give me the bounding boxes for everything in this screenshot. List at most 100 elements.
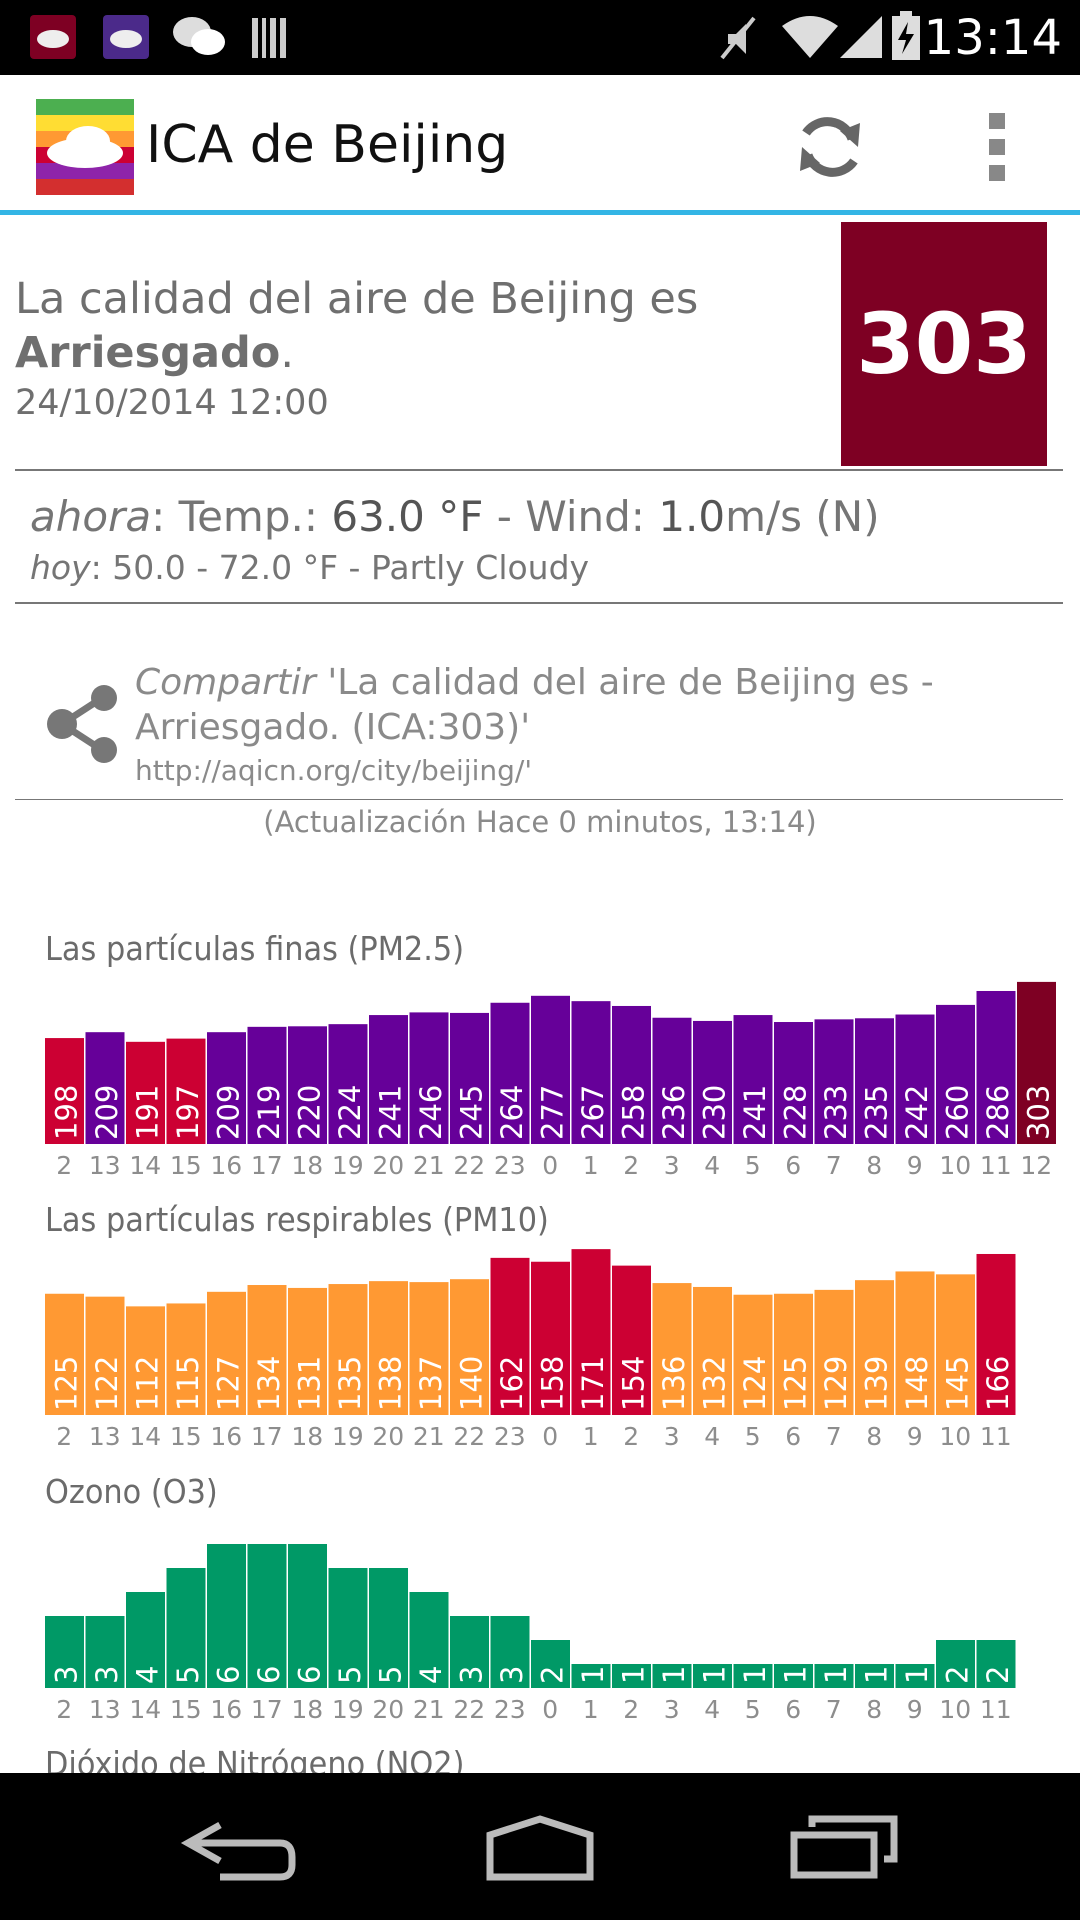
overflow-menu-icon[interactable] [984,113,1010,183]
bar-value-label: 228 [778,1085,812,1140]
bar-value-label: 5 [171,1666,205,1684]
hour-tick-label: 4 [704,1695,720,1724]
hour-tick-label: 1 [583,1151,599,1180]
hour-tick-label: 20 [372,1151,404,1180]
chart-bar [247,1285,287,1415]
hour-tick-label: 22 [453,1422,485,1451]
chart-bar [571,1664,611,1688]
chart-bar [45,1616,84,1688]
hour-tick-label: 0 [542,1695,558,1724]
bar-value-label: 5 [373,1666,407,1684]
pm10-chart: 1252122131121411515127161341713118135191… [45,1249,1016,1451]
main-content[interactable]: La calidad del aire de Beijing es Arries… [0,220,1080,1773]
hour-tick-label: 8 [866,1422,882,1451]
action-bar: ICA de Beijing [0,75,1080,215]
share-label: Compartir [135,662,316,703]
bar-value-label: 171 [576,1356,610,1411]
chart-title-pm25: Las partículas finas (PM2.5) [45,929,465,968]
chart-bar [855,1664,894,1688]
bar-value-label: 137 [414,1356,448,1411]
divider [15,799,1063,800]
weather-today: hoy: 50.0 - 72.0 °F - Partly Cloudy [30,548,589,587]
bar-value-label: 258 [616,1085,650,1140]
chart-bar [207,1032,246,1144]
chart-bar [85,1032,125,1144]
chart-bar [612,1664,651,1688]
share-url[interactable]: http://aqicn.org/city/beijing/' [135,754,533,787]
status-bar: 13:14 [0,0,1080,75]
hour-tick-label: 7 [826,1422,842,1451]
chart-bar [733,1294,773,1415]
chart-bar [895,1014,935,1144]
hour-tick-label: 9 [907,1695,923,1724]
bar-value-label: 1 [900,1666,934,1684]
hour-tick-label: 18 [291,1151,323,1180]
bar-value-label: 1 [697,1666,731,1684]
hour-tick-label: 6 [785,1422,801,1451]
chart-bar [733,1664,773,1688]
bar-value-label: 209 [90,1085,124,1140]
chart-bar [531,995,570,1144]
chart-bar [652,1664,692,1688]
chart-bar [531,1261,570,1415]
bar-value-label: 138 [373,1356,407,1411]
share-row[interactable]: Compartir 'La calidad del aire de Beijin… [0,620,1080,1000]
hour-tick-label: 18 [291,1422,323,1451]
app-logo-icon[interactable] [36,99,134,195]
bar-value-label: 267 [576,1085,610,1140]
hour-tick-label: 22 [453,1695,485,1724]
bar-value-label: 112 [130,1356,164,1411]
hour-tick-label: 21 [413,1151,445,1180]
chart-bar [85,1296,125,1415]
home-icon[interactable] [480,1813,600,1883]
chart-bar [774,1293,813,1415]
chart-title-no2: Dióxido de Nitrógeno (NO2) [45,1744,465,1773]
chart-bar [369,1281,408,1415]
chart-bar [936,1640,975,1688]
chart-bar [369,1568,408,1688]
hour-tick-label: 0 [542,1422,558,1451]
chart-bar [612,1265,651,1415]
bar-value-label: 124 [738,1356,772,1411]
hour-tick-label: 2 [56,1151,72,1180]
hour-tick-label: 10 [939,1422,971,1451]
hour-tick-label: 3 [664,1151,680,1180]
hour-tick-label: 6 [785,1695,801,1724]
bar-value-label: 245 [454,1085,488,1140]
chart-bar [409,1592,449,1688]
hour-tick-label: 16 [210,1422,242,1451]
bar-value-label: 209 [211,1085,245,1140]
hour-tick-label: 7 [826,1151,842,1180]
bar-value-label: 162 [495,1356,529,1411]
hour-tick-label: 15 [170,1151,202,1180]
back-icon[interactable] [180,1813,300,1883]
chart-bar [450,1616,489,1688]
hour-tick-label: 23 [494,1422,526,1451]
bar-value-label: 125 [778,1356,812,1411]
bar-value-label: 198 [49,1085,83,1140]
hour-tick-label: 12 [1020,1151,1052,1180]
chart-bar [895,1664,935,1688]
bar-value-label: 1 [819,1666,853,1684]
hour-tick-label: 5 [745,1151,761,1180]
hour-tick-label: 11 [980,1695,1012,1724]
bar-value-label: 235 [859,1085,893,1140]
bar-value-label: 145 [940,1356,974,1411]
hour-tick-label: 19 [332,1695,364,1724]
chart-bar [247,1026,287,1144]
hour-tick-label: 2 [56,1422,72,1451]
chart-bar [652,1283,692,1415]
bar-value-label: 115 [171,1356,205,1411]
bar-value-label: 2 [535,1666,569,1684]
mute-icon [720,16,756,60]
bar-value-label: 3 [454,1666,488,1684]
aqi-level: Arriesgado [15,328,281,378]
chart-bar [814,1019,854,1144]
chart-bar [328,1024,368,1144]
current-temp: 63.0 °F [331,492,484,541]
share-icon[interactable] [46,684,120,764]
recent-apps-icon[interactable] [786,1811,906,1883]
refresh-icon[interactable] [790,109,870,185]
bar-value-label: 219 [252,1085,286,1140]
hour-tick-label: 15 [170,1695,202,1724]
